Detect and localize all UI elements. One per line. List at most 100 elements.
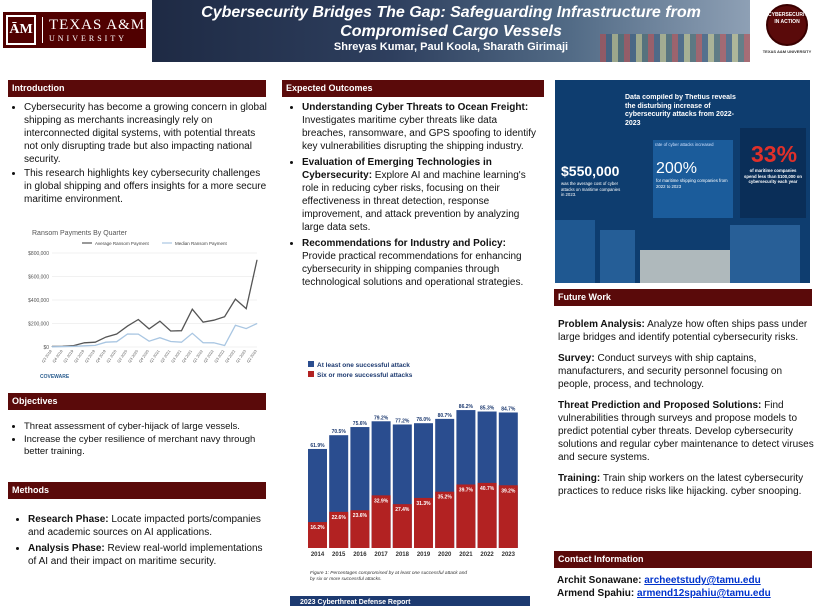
- data-point: [83, 342, 85, 344]
- ransom-chart-plot: $0 $200,000 $400,000 $600,000 $800,000 Q3 201…: [28, 251, 258, 364]
- stat-increase-desc: for maritime shipping companies from 202…: [656, 178, 728, 189]
- x-tick-label: Q2 2021: [160, 349, 172, 363]
- data-point: [94, 341, 96, 343]
- contact-heading: Contact Information: [554, 551, 812, 568]
- x-tick-label: 2018: [396, 552, 410, 558]
- data-point: [245, 328, 247, 329]
- series-line-median: [51, 322, 258, 348]
- coa-logo-caption: TEXAS A&M UNIVERSITY: [762, 49, 812, 54]
- x-tick-label: 2014: [311, 552, 325, 558]
- data-point: [137, 333, 139, 335]
- outcome-lead: Recommendations for Industry and Policy:: [302, 238, 506, 249]
- data-label-six-attacks: 16.2%: [310, 525, 325, 531]
- outcome-text: Explore AI and machine learning's role i…: [302, 170, 526, 233]
- poster-title-line1: Cybersecurity Bridges The Gap: Safeguard…: [201, 4, 701, 21]
- poster-header: ĀM TEXAS A&M UNIVERSITY Cybersecurity Br…: [0, 0, 819, 68]
- poster-title: Cybersecurity Bridges The Gap: Safeguard…: [152, 3, 750, 41]
- methods-item-text: Locate impacted ports/companies and acad…: [28, 514, 261, 538]
- data-point: [159, 320, 161, 322]
- data-point: [181, 341, 182, 343]
- stat-spend-panel: [740, 128, 806, 218]
- objectives-heading: Objectives: [8, 393, 266, 410]
- cyberthreat-bar-chart: At least one successful attack Six or mo…: [290, 361, 530, 606]
- stat-cost: $550,000: [561, 163, 620, 179]
- data-point: [170, 330, 172, 332]
- future-item-text: Train ship workers on the latest cyberse…: [558, 473, 804, 497]
- contact-body: Archit Sonawane: archeetstudy@tamu.edu A…: [557, 574, 817, 600]
- data-point: [73, 346, 74, 347]
- y-tick-label: $0: [43, 345, 49, 351]
- legend-median: Median Ransom Payment: [175, 241, 228, 246]
- future-item: Training: Train ship workers on the late…: [558, 472, 816, 498]
- data-label-six-attacks: 39.7%: [459, 487, 474, 493]
- contact-name: Armend Spahiu:: [557, 588, 635, 599]
- intro-bullet: This research highlights key cybersecuri…: [24, 167, 270, 206]
- x-tick-label: 2019: [417, 552, 431, 558]
- cybersecurity-in-action-logo: CYBERSECURITY IN ACTION TEXAS A&M UNIVER…: [762, 4, 812, 62]
- data-point: [127, 325, 128, 327]
- container-ship-image: [600, 34, 750, 62]
- x-tick-label: Q1 2022: [192, 349, 204, 363]
- x-tick-label: Q3 2020: [127, 349, 139, 363]
- data-label-six-attacks: 23.6%: [353, 513, 368, 519]
- stat-cost-box: was the average cost of cyber attacks on…: [561, 181, 620, 197]
- bar-six-attacks: [414, 497, 433, 548]
- x-tick-label: Q3 2021: [171, 349, 183, 363]
- data-point: [137, 319, 139, 320]
- data-point: [51, 346, 53, 348]
- data-point: [202, 342, 204, 344]
- bar-six-attacks: [435, 491, 455, 548]
- data-point: [83, 345, 85, 347]
- data-point: [224, 316, 226, 318]
- legend-swatch-one-attack: [308, 361, 314, 367]
- data-label-one-attack: 75.6%: [353, 421, 368, 427]
- data-point: [224, 345, 226, 346]
- future-item: Threat Prediction and Proposed Solutions…: [558, 399, 816, 464]
- ransom-payments-chart: Ransom Payments By Quarter Average Ranso…: [28, 230, 258, 380]
- outcome-text: Provide practical recommendations for en…: [302, 251, 524, 288]
- data-label-one-attack: 78.0%: [416, 417, 431, 423]
- stat-increase-label-box: rate of cyber attacks increased: [655, 142, 714, 147]
- x-tick-label: 2022: [480, 552, 494, 558]
- figure-caption: Figure 1: Percentages compromised by at …: [310, 570, 467, 582]
- x-tick-label: Q2 2022: [203, 349, 215, 363]
- data-point: [62, 346, 64, 348]
- tamu-monogram-icon: ĀM: [6, 15, 36, 45]
- objective-bullet: Increase the cyber resilience of merchan…: [24, 434, 270, 458]
- introduction-body: Cybersecurity has become a growing conce…: [8, 101, 270, 207]
- data-point: [170, 341, 172, 342]
- methods-body: Research Phase: Locate impacted ports/co…: [12, 513, 270, 569]
- methods-item: Research Phase: Locate impacted ports/co…: [28, 513, 270, 539]
- future-item: Problem Analysis: Analyze how often ship…: [558, 318, 816, 344]
- data-point: [105, 341, 107, 343]
- data-label-one-attack: 85.3%: [480, 406, 495, 412]
- x-tick-label: Q2 2023: [246, 349, 258, 363]
- x-tick-label: Q3 2018: [41, 349, 53, 363]
- tamu-wordmark-sub: UNIVERSITY: [49, 33, 127, 43]
- data-point: [213, 342, 215, 344]
- container-stack-image: [555, 220, 595, 283]
- future-item-lead: Problem Analysis:: [558, 319, 645, 330]
- bar-six-attacks: [329, 511, 349, 548]
- contact-email-link[interactable]: armend12spahiu@tamu.edu: [637, 588, 771, 599]
- future-work-body: Problem Analysis: Analyze how often ship…: [558, 318, 816, 498]
- future-work-heading: Future Work: [554, 289, 812, 306]
- x-tick-label: 2020: [438, 552, 452, 558]
- data-label-six-attacks: 40.7%: [480, 486, 495, 492]
- methods-item-text: Review real-world implementations of AI …: [28, 543, 263, 567]
- objectives-body: Threat assessment of cyber-hijack of lar…: [8, 421, 270, 459]
- future-item-text: Conduct surveys with ship captains, manu…: [558, 353, 783, 390]
- future-item-text: Analyze how often ships pass under large…: [558, 319, 808, 343]
- stat-spend-box: of maritime companies spend less than $1…: [744, 168, 802, 184]
- methods-item-lead: Research Phase:: [28, 514, 109, 525]
- data-point: [256, 323, 258, 324]
- series-line-average: [51, 259, 258, 348]
- bar-six-attacks: [392, 504, 412, 548]
- poster-authors: Shreyas Kumar, Paul Koola, Sharath Girim…: [333, 41, 569, 53]
- data-point: [181, 330, 182, 332]
- data-point: [148, 328, 150, 330]
- bar-six-attacks: [477, 482, 497, 548]
- contact-email-link[interactable]: archeetstudy@tamu.edu: [644, 575, 761, 586]
- tamu-wordmark-main: TEXAS A&M: [49, 16, 146, 33]
- x-tick-label: Q3 2019: [84, 349, 96, 363]
